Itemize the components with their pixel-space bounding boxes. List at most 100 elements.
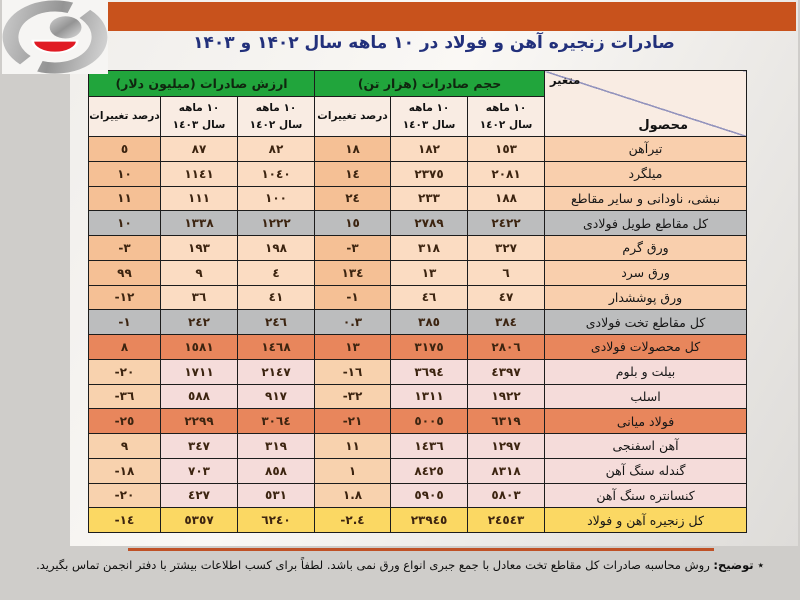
data-cell: -٢١ <box>313 408 392 434</box>
table-body: تیرآهن ١٥٣ ١٨٢ ١٨ ٨٢ ٨٧ ٥ میلگرد ٢٠٨١ ٢٣٧٥ ١٤ ١٠٤٠ ١… <box>88 136 748 533</box>
data-cell: ٢٤٦ <box>237 309 315 335</box>
table-row: گندله سنگ آهن ٨٣١٨ ٨٤٢٥ ١ ٨٥٨ ٧٠٣ -١٨ <box>88 457 748 484</box>
data-cell: ٥٩٠٥ <box>390 482 469 509</box>
data-cell: -١٦ <box>313 358 392 385</box>
corner-cell: متغیر محصول <box>544 70 748 137</box>
data-cell: ٦٢٤٠ <box>237 507 315 533</box>
table-row: تیرآهن ١٥٣ ١٨٢ ١٨ ٨٢ ٨٧ ٥ <box>88 136 748 162</box>
data-cell: ٣١٩ <box>237 433 315 459</box>
data-cell: ١١١ <box>160 185 238 212</box>
table-row: کنسانتره سنگ آهن ٥٨٠٣ ٥٩٠٥ ١.٨ ٥٣١ ٤٢٧ -٢٠ <box>88 482 748 509</box>
data-cell: ١٤٦٨ <box>237 334 315 360</box>
corner-product-label: محصول <box>638 118 689 133</box>
data-cell: ٨٧ <box>160 136 238 162</box>
subheader-volume-pct: درصد تغییرات <box>313 96 392 137</box>
data-cell: ١٣ <box>313 334 392 360</box>
data-cell: -٢٥ <box>88 408 161 434</box>
product-cell: کل مقاطع طویل فولادی <box>544 210 748 236</box>
table-row: میلگرد ٢٠٨١ ٢٣٧٥ ١٤ ١٠٤٠ ١١٤١ ١٠ <box>88 160 748 187</box>
page-title: صادرات زنجیره آهن و فولاد در ۱۰ ماهه سال… <box>193 33 675 53</box>
subheader-volume-1403: ١٠ ماهه سال ١٤٠٣ <box>390 96 469 137</box>
subheader-value-pct: درصد تغییرات <box>88 96 161 137</box>
footnote: ٭ توضیح: روش محاسبه صادرات کل مقاطع تخت … <box>30 557 770 574</box>
data-cell: ٨٤٢٥ <box>390 457 469 484</box>
product-cell: ورق پوششدار <box>544 284 748 311</box>
data-cell: ٤ <box>237 259 315 286</box>
data-cell: -١ <box>313 284 392 311</box>
data-cell: ٥٣١ <box>237 482 315 509</box>
data-cell: ٩ <box>88 433 161 459</box>
data-cell: ٢٤ <box>313 185 392 212</box>
data-cell: ٣١٧٥ <box>390 334 469 360</box>
data-cell: ٩ <box>160 259 238 286</box>
data-cell: ٢٤٢٢ <box>467 210 546 236</box>
data-cell: -٣٦ <box>88 383 161 410</box>
product-cell: ورق گرم <box>544 235 748 261</box>
data-cell: ٤٢٧ <box>160 482 238 509</box>
data-cell: ١٩٨ <box>237 235 315 261</box>
data-cell: ٢١٤٧ <box>237 358 315 385</box>
table-row: ورق گرم ٣٢٧ ٣١٨ -٣ ١٩٨ ١٩٣ -٣ <box>88 235 748 261</box>
data-cell: ٣٨٥ <box>390 309 469 335</box>
data-cell: ١٣١١ <box>390 383 469 410</box>
data-cell: ١٧١١ <box>160 358 238 385</box>
data-cell: ٢٧٨٩ <box>390 210 469 236</box>
data-cell: ٣٦٩٤ <box>390 358 469 385</box>
product-cell: تیرآهن <box>544 136 748 162</box>
data-cell: ١٠٤٠ <box>237 160 315 187</box>
data-cell: ٢٣٣ <box>390 185 469 212</box>
group-header-row: متغیر محصول حجم صادرات (هزار تن) ارزش صا… <box>88 70 748 137</box>
data-cell: ١٤٣٦ <box>390 433 469 459</box>
table-row: کل محصولات فولادی ٢٨٠٦ ٣١٧٥ ١٣ ١٤٦٨ ١٥٨١ ٨ <box>88 334 748 360</box>
data-cell: ٢٠٨١ <box>467 160 546 187</box>
data-cell: ٧٠٣ <box>160 457 238 484</box>
association-logo <box>2 0 108 74</box>
data-cell: ١٣٤ <box>313 259 392 286</box>
table-row: بیلت و بلوم ٤٣٩٧ ٣٦٩٤ -١٦ ٢١٤٧ ١٧١١ -٢٠ <box>88 358 748 385</box>
data-cell: -١٤ <box>88 507 161 533</box>
subheader-value-1403: ١٠ ماهه سال ١٤٠٣ <box>160 96 238 137</box>
data-cell: ٣٤٧ <box>160 433 238 459</box>
data-cell: ١٩٣ <box>160 235 238 261</box>
data-cell: ٥٠٠٥ <box>390 408 469 434</box>
data-cell: ١٣ <box>390 259 469 286</box>
footnote-label: ٭ توضیح: <box>713 558 764 572</box>
data-cell: -٢.٤ <box>313 507 392 533</box>
data-cell: ٢٨٠٦ <box>467 334 546 360</box>
corner-variable-label: متغیر <box>550 73 581 87</box>
data-cell: -١٨ <box>88 457 161 484</box>
data-cell: ١٠٠ <box>237 185 315 212</box>
data-cell: ٥ <box>88 136 161 162</box>
product-cell: فولاد میانی <box>544 408 748 434</box>
data-cell: ١١ <box>313 433 392 459</box>
data-cell: ٦٣١٩ <box>467 408 546 434</box>
product-cell: کل مقاطع تخت فولادی <box>544 309 748 335</box>
data-cell: ٨٥٨ <box>237 457 315 484</box>
product-cell: نبشی، ناودانی و سایر مقاطع <box>544 185 748 212</box>
product-cell: آهن اسفنجی <box>544 433 748 459</box>
data-cell: ١٠ <box>88 160 161 187</box>
data-cell: ٢٣٧٥ <box>390 160 469 187</box>
data-cell: ٤٦ <box>390 284 469 311</box>
data-cell: ٤٧ <box>467 284 546 311</box>
group-header-volume: حجم صادرات (هزار تن) <box>313 70 546 97</box>
data-cell: ٨٣١٨ <box>467 457 546 484</box>
table-row: ورق سرد ٦ ١٣ ١٣٤ ٤ ٩ ٩٩ <box>88 259 748 286</box>
data-cell: ١١٤١ <box>160 160 238 187</box>
data-cell: -١ <box>88 309 161 335</box>
table-row: آهن اسفنجی ١٢٩٧ ١٤٣٦ ١١ ٣١٩ ٣٤٧ ٩ <box>88 433 748 459</box>
data-cell: ٩١٧ <box>237 383 315 410</box>
data-cell: ٢٤٥٤٣ <box>467 507 546 533</box>
product-cell: میلگرد <box>544 160 748 187</box>
data-cell: ١٢٢٢ <box>237 210 315 236</box>
product-cell: بیلت و بلوم <box>544 358 748 385</box>
data-cell: ١٨ <box>313 136 392 162</box>
data-cell: ٥٣٥٧ <box>160 507 238 533</box>
product-cell: کنسانتره سنگ آهن <box>544 482 748 509</box>
table-row: فولاد میانی ٦٣١٩ ٥٠٠٥ -٢١ ٣٠٦٤ ٢٢٩٩ -٢٥ <box>88 408 748 434</box>
steel-association-logo-icon <box>2 0 108 74</box>
data-cell: ١ <box>313 457 392 484</box>
data-cell: -٢٠ <box>88 482 161 509</box>
table-row: کل مقاطع طویل فولادی ٢٤٢٢ ٢٧٨٩ ١٥ ١٢٢٢ ١٣٣٨ ١٠ <box>88 210 748 236</box>
table-row: نبشی، ناودانی و سایر مقاطع ١٨٨ ٢٣٣ ٢٤ ١٠٠ ١١١… <box>88 185 748 212</box>
